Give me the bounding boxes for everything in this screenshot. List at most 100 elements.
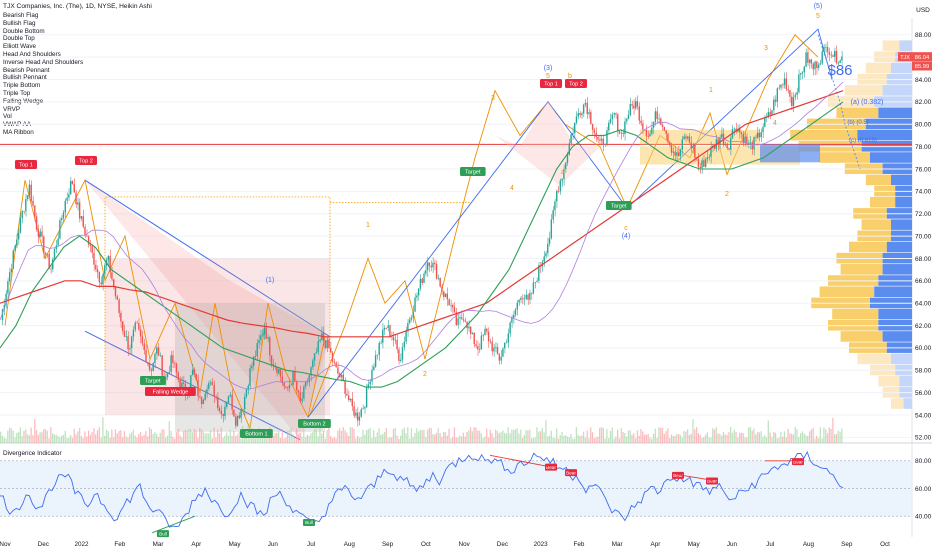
candle-body — [218, 408, 221, 411]
candle-body — [482, 335, 484, 336]
label-top2-left: Top 2 — [79, 158, 93, 164]
volume-profile-down — [891, 353, 912, 365]
volume-bar — [726, 434, 728, 443]
candle-body — [462, 319, 465, 321]
candle-body — [258, 340, 260, 344]
volume-bar — [460, 436, 463, 443]
candle-body — [351, 398, 353, 407]
volume-bar — [808, 431, 811, 443]
volume-bar — [826, 433, 829, 443]
volume-bar — [642, 431, 644, 443]
volume-bar — [715, 427, 717, 443]
volume-bar — [387, 438, 389, 443]
candle-body — [475, 344, 477, 347]
candle-body — [694, 145, 696, 158]
volume-bar — [335, 438, 337, 443]
candle-body — [575, 116, 578, 123]
candle-body — [421, 278, 423, 283]
candle-body — [251, 365, 253, 369]
volume-bar — [719, 433, 721, 443]
candle-body — [136, 322, 138, 324]
volume-bar — [55, 434, 57, 443]
volume-bar — [487, 437, 490, 443]
volume-bar — [740, 432, 743, 443]
legend-item[interactable]: Inverse Head And Shoulders — [3, 58, 84, 66]
candle-body — [220, 410, 223, 414]
candle-body — [500, 356, 502, 361]
blue-zone — [760, 144, 820, 163]
candle-body — [640, 120, 642, 124]
candle-body — [208, 383, 210, 389]
volume-bar — [333, 437, 335, 443]
candle-body — [527, 294, 529, 300]
volume-bar — [609, 431, 612, 443]
legend-item[interactable]: Triple Bottom — [3, 82, 41, 90]
volume-bar — [606, 429, 608, 443]
legend-item[interactable]: Vol — [3, 113, 12, 121]
candle-body — [816, 61, 818, 68]
volume-bar — [3, 437, 5, 443]
volume-bar — [468, 430, 470, 443]
candle-body — [586, 102, 588, 115]
legend-item[interactable]: Bearish Pennant — [3, 66, 50, 74]
legend-item[interactable]: Head And Shoulders — [3, 51, 61, 58]
legend-item[interactable]: Triple Top — [3, 90, 31, 97]
volume-bar — [360, 436, 362, 443]
candle-body — [331, 352, 334, 362]
candle-body — [615, 113, 617, 115]
volume-bar — [127, 437, 129, 443]
volume-profile-down — [882, 264, 912, 275]
volume-bar — [270, 433, 273, 443]
volume-bar — [701, 437, 703, 443]
volume-bar — [746, 437, 748, 443]
volume-bar — [570, 433, 572, 443]
time-tick-label: Sep — [841, 541, 853, 548]
legend-item[interactable]: Falling Wedge — [3, 97, 44, 105]
candle-body — [762, 126, 764, 133]
candle-body — [738, 128, 741, 133]
legend-item[interactable]: Bullish Pennant — [3, 74, 47, 82]
volume-bar — [604, 438, 606, 443]
candle-body — [286, 387, 289, 389]
volume-bar — [477, 430, 479, 443]
candle-body — [751, 142, 753, 150]
legend-item[interactable]: Bearish Flag — [3, 12, 39, 19]
candle-body — [346, 393, 348, 396]
volume-bar — [446, 435, 448, 443]
legend-item[interactable]: Elliott Wave — [3, 43, 37, 51]
volume-bar — [152, 433, 154, 443]
legend-item[interactable]: Bullish Flag — [3, 19, 36, 27]
volume-bar — [493, 437, 495, 443]
volume-bar — [358, 437, 361, 443]
candle-body — [317, 341, 319, 353]
legend-item[interactable]: Double Bottom — [3, 27, 45, 35]
candle-body — [728, 148, 730, 150]
candle-body — [249, 368, 251, 386]
candle-body — [315, 352, 318, 354]
price-tick-label: 84.00 — [915, 77, 932, 84]
legend-item[interactable]: MA Ribbon — [3, 129, 34, 136]
candle-body — [364, 407, 366, 409]
candle-body — [514, 309, 517, 315]
volume-bar — [756, 431, 759, 443]
candle-body — [744, 136, 746, 144]
volume-bar — [417, 431, 420, 443]
candle-body — [399, 359, 402, 361]
volume-bar — [688, 434, 691, 443]
volume-bar — [234, 436, 237, 443]
candle-body — [37, 229, 40, 237]
volume-bar — [839, 431, 841, 443]
candle-body — [211, 382, 214, 385]
candle-body — [179, 379, 181, 388]
candle-body — [32, 200, 34, 206]
volume-bar — [414, 432, 416, 443]
legend-item[interactable]: VRVP — [3, 105, 21, 113]
candle-body — [692, 145, 694, 149]
candle-body — [109, 256, 111, 273]
candle-body — [835, 50, 838, 64]
legend-item[interactable]: Double Top — [3, 35, 35, 43]
elliott-correction-line — [817, 34, 861, 170]
candle-body — [387, 325, 389, 328]
price-tick-label: 72.00 — [915, 211, 932, 218]
